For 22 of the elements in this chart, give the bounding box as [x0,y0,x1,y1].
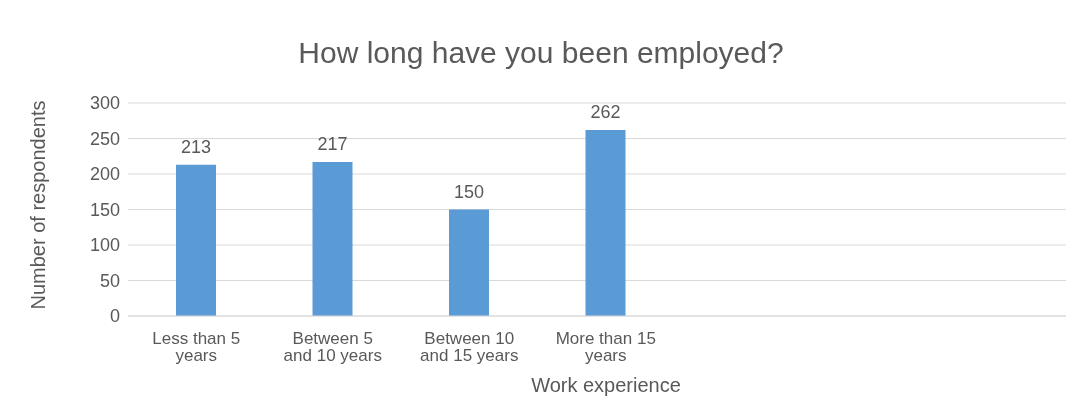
x-axis-title: Work experience [531,374,681,396]
y-tick-label: 250 [89,128,120,149]
x-tick-label: More than 15 years [555,329,656,366]
y-tick-label: 200 [89,164,120,185]
chart-title: How long have you been employed? [297,36,785,70]
data-label: 217 [317,133,348,154]
bar [176,164,216,316]
y-axis-title: Number of respondents [27,100,50,310]
y-tick-label: 150 [89,199,120,220]
bar [449,209,489,316]
data-label: 150 [453,181,485,202]
y-tick-label: 300 [89,93,120,114]
y-tick-label: 50 [99,270,120,291]
y-tick-label: 0 [109,306,120,327]
data-label: 262 [590,101,621,122]
y-tick-label: 100 [89,235,120,256]
x-tick-label: Between 10 and 15 years [420,329,519,366]
bar [312,161,353,316]
x-tick-label: Between 5 and 10 years [283,329,382,366]
bar [585,129,626,316]
data-label: 213 [180,136,212,157]
x-tick-label: Less than 5 years [152,329,241,366]
